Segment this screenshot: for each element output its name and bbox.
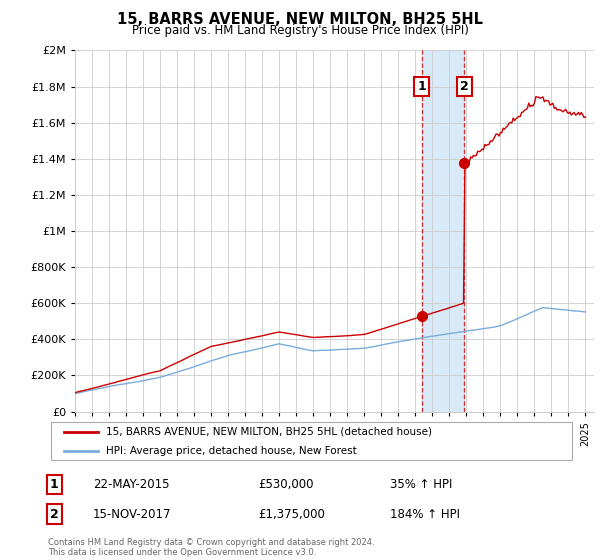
Text: 15-NOV-2017: 15-NOV-2017 [93,507,172,521]
Text: £530,000: £530,000 [258,478,314,491]
Text: Contains HM Land Registry data © Crown copyright and database right 2024.
This d: Contains HM Land Registry data © Crown c… [48,538,374,557]
Text: 35% ↑ HPI: 35% ↑ HPI [390,478,452,491]
Text: 22-MAY-2015: 22-MAY-2015 [93,478,170,491]
Text: HPI: Average price, detached house, New Forest: HPI: Average price, detached house, New … [106,446,357,456]
Text: Price paid vs. HM Land Registry's House Price Index (HPI): Price paid vs. HM Land Registry's House … [131,24,469,36]
Text: 184% ↑ HPI: 184% ↑ HPI [390,507,460,521]
Bar [422,50,464,412]
Text: 2: 2 [50,507,58,521]
Text: 1: 1 [50,478,58,491]
FancyBboxPatch shape [50,422,572,460]
Text: 1: 1 [418,80,426,93]
Text: 15, BARRS AVENUE, NEW MILTON, BH25 5HL: 15, BARRS AVENUE, NEW MILTON, BH25 5HL [117,12,483,27]
Text: £1,375,000: £1,375,000 [258,507,325,521]
Text: 2: 2 [460,80,469,93]
Text: 15, BARRS AVENUE, NEW MILTON, BH25 5HL (detached house): 15, BARRS AVENUE, NEW MILTON, BH25 5HL (… [106,427,432,437]
